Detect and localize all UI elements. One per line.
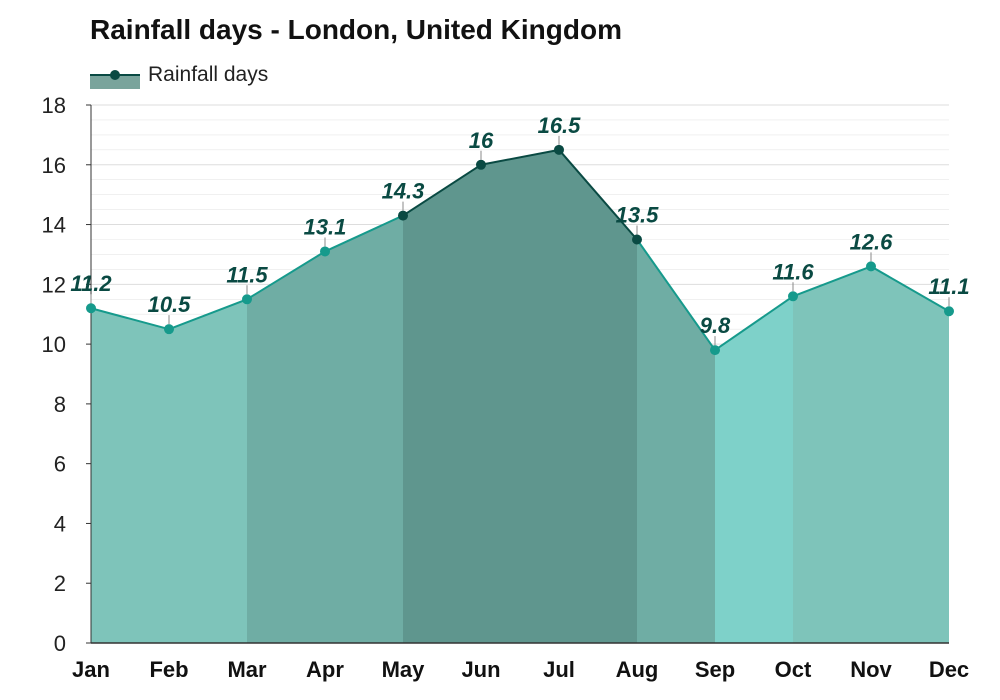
data-label: 14.3: [382, 179, 425, 204]
data-points: [86, 144, 954, 356]
series-line-segment: [558, 149, 638, 241]
data-label: 12.6: [850, 229, 894, 254]
data-label: 9.8: [700, 313, 731, 338]
data-label: 16.5: [538, 113, 582, 138]
area-segment: [871, 266, 949, 643]
x-tick-label: Mar: [227, 657, 267, 682]
data-label: 11.1: [928, 274, 969, 299]
y-tick-label: 6: [54, 452, 66, 477]
area-segment: [91, 308, 169, 643]
series-line: [90, 148, 950, 351]
y-tick-label: 12: [42, 272, 66, 297]
data-point[interactable]: [866, 261, 876, 272]
series-line-segment: [636, 238, 716, 351]
legend-label: Rainfall days: [148, 63, 269, 86]
x-tick-label: Feb: [149, 657, 188, 682]
x-tick-label: Aug: [616, 657, 659, 682]
data-point[interactable]: [398, 210, 408, 221]
series-line-segment: [402, 163, 482, 217]
series-line-segment: [480, 148, 560, 166]
y-tick-label: 10: [42, 332, 66, 357]
data-label: 10.5: [148, 292, 192, 317]
area-segment: [403, 164, 481, 643]
x-axis-ticks: Jan Feb Mar Apr May Jun Jul Aug Sep Oct Nov Dec: [72, 657, 969, 682]
legend[interactable]: Rainfall days: [90, 60, 268, 90]
y-tick-label: 14: [42, 213, 66, 238]
series-line-segment: [168, 298, 248, 331]
series-line-segment: [870, 265, 950, 313]
data-label: 11.2: [70, 271, 112, 296]
area-segment: [793, 266, 871, 643]
y-tick-label: 0: [54, 631, 66, 656]
series-line-segment: [90, 307, 170, 331]
data-label: 11.5: [226, 262, 268, 287]
area-segment: [325, 215, 403, 644]
area-segment: [247, 251, 325, 643]
data-point[interactable]: [788, 291, 798, 302]
legend-swatch-icon: [90, 61, 140, 89]
x-tick-label: Jun: [461, 657, 500, 682]
series-line-segment: [324, 214, 404, 253]
x-tick-label: Oct: [775, 657, 812, 682]
x-tick-label: Nov: [850, 657, 892, 682]
y-tick-label: 16: [42, 153, 66, 178]
data-point[interactable]: [710, 345, 720, 356]
data-point[interactable]: [242, 294, 252, 305]
chart-title: Rainfall days - London, United Kingdom: [90, 14, 622, 45]
data-label: 13.1: [304, 214, 347, 239]
area-segment: [637, 239, 715, 643]
x-tick-label: Jan: [72, 657, 110, 682]
y-tick-label: 8: [54, 392, 66, 417]
data-point[interactable]: [320, 246, 330, 257]
series-line-segment: [714, 295, 794, 351]
y-tick-label: 2: [54, 571, 66, 596]
data-point[interactable]: [944, 306, 954, 317]
x-tick-label: Jul: [543, 657, 575, 682]
area-segment: [559, 149, 637, 644]
x-tick-label: Apr: [306, 657, 344, 682]
area-segment: [481, 149, 559, 644]
data-point[interactable]: [164, 324, 174, 335]
data-point[interactable]: [554, 144, 564, 155]
data-label: 13.5: [616, 203, 660, 228]
data-point[interactable]: [476, 159, 486, 170]
data-labels: 11.2 10.5 11.5 13.1 14.3 16 16.5 13.5 9.8 11.6 12.…: [70, 113, 970, 346]
y-tick-label: 18: [42, 93, 66, 118]
data-point[interactable]: [86, 303, 96, 314]
x-tick-label: Dec: [929, 657, 969, 682]
data-point[interactable]: [632, 234, 642, 245]
area-segment: [715, 296, 793, 643]
y-tick-label: 4: [54, 511, 66, 536]
area-segment: [169, 299, 247, 643]
data-label: 11.6: [772, 259, 814, 284]
data-label: 16: [469, 128, 494, 153]
x-tick-label: May: [382, 657, 426, 682]
x-tick-label: Sep: [695, 657, 735, 682]
series-line-segment: [246, 250, 326, 301]
y-axis-ticks: 0 2 4 6 8 10 12 14 16 18: [42, 93, 66, 656]
area-segments: [91, 149, 949, 644]
axes: [86, 104, 949, 644]
series-line-segment: [792, 265, 872, 298]
